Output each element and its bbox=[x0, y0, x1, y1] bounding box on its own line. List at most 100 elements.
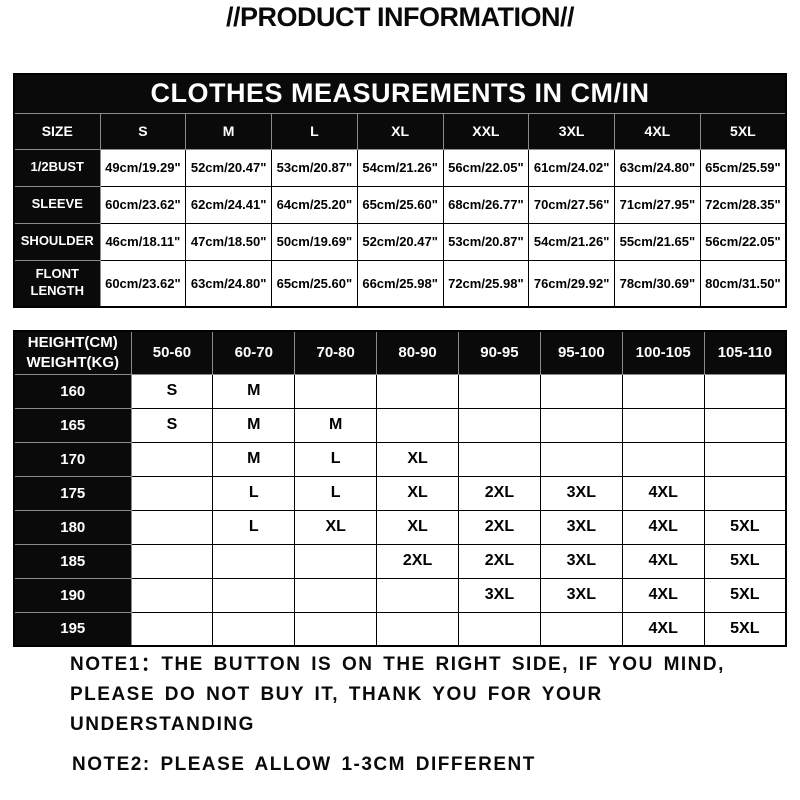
corner-header: HEIGHT(CM) WEIGHT(KG) bbox=[13, 330, 132, 375]
size-cell: 2XL bbox=[458, 509, 541, 545]
size-cell: L bbox=[294, 441, 378, 477]
size-cell: M bbox=[212, 373, 296, 409]
size-cell: 54cm/21.26" bbox=[528, 222, 615, 261]
column-header: 90-95 bbox=[458, 330, 541, 375]
size-cell: 50cm/19.69" bbox=[271, 222, 358, 261]
empty-cell bbox=[539, 373, 623, 409]
column-header: S bbox=[99, 112, 187, 150]
empty-cell bbox=[294, 611, 378, 647]
empty-cell bbox=[539, 407, 623, 443]
size-cell: 4XL bbox=[621, 543, 705, 579]
size-cell: 2XL bbox=[458, 543, 541, 579]
empty-cell bbox=[294, 543, 378, 579]
size-cell: L bbox=[212, 509, 296, 545]
empty-cell bbox=[212, 611, 296, 647]
size-cell: 63cm/24.80" bbox=[185, 259, 272, 308]
size-cell: 68cm/26.77" bbox=[442, 185, 530, 224]
row-header: SLEEVE bbox=[13, 185, 101, 224]
size-cell: 5XL bbox=[703, 577, 787, 613]
size-cell: M bbox=[212, 407, 296, 443]
size-cell: 3XL bbox=[539, 475, 623, 511]
size-cell: 2XL bbox=[376, 543, 459, 579]
size-cell: 71cm/27.95" bbox=[614, 185, 701, 224]
row-header: 185 bbox=[13, 543, 132, 579]
size-cell: 5XL bbox=[703, 543, 787, 579]
empty-cell bbox=[703, 441, 787, 477]
size-cell: 72cm/28.35" bbox=[699, 185, 787, 224]
size-cell: 52cm/20.47" bbox=[185, 148, 272, 187]
size-cell: 55cm/21.65" bbox=[614, 222, 701, 261]
size-cell: 78cm/30.69" bbox=[614, 259, 701, 308]
size-cell: 5XL bbox=[703, 509, 787, 545]
size-cell: M bbox=[212, 441, 296, 477]
size-cell: M bbox=[294, 407, 378, 443]
row-header: SHOULDER bbox=[13, 222, 101, 261]
empty-cell bbox=[130, 475, 214, 511]
column-header: XL bbox=[356, 112, 444, 150]
empty-cell bbox=[458, 611, 541, 647]
size-cell: 62cm/24.41" bbox=[185, 185, 272, 224]
empty-cell bbox=[703, 373, 787, 409]
size-cell: 5XL bbox=[703, 611, 787, 647]
empty-cell bbox=[621, 441, 705, 477]
empty-cell bbox=[703, 475, 787, 511]
height-weight-size-chart: HEIGHT(CM) WEIGHT(KG) 50-60 60-70 70-80 80-90… bbox=[13, 330, 787, 647]
table-row: 1/2BUST 49cm/19.29" 52cm/20.47" 53cm/20.87"… bbox=[13, 148, 787, 187]
table-row: 165 S M M bbox=[13, 407, 787, 443]
size-cell: 53cm/20.87" bbox=[271, 148, 358, 187]
size-cell: 46cm/18.11" bbox=[99, 222, 187, 261]
empty-cell bbox=[130, 611, 214, 647]
column-header: XXL bbox=[442, 112, 530, 150]
empty-cell bbox=[130, 441, 214, 477]
column-header: 80-90 bbox=[376, 330, 459, 375]
note2-text: NOTE2: PLEASE ALLOW 1-3CM DIFFERENT bbox=[72, 754, 536, 775]
size-cell: S bbox=[130, 373, 214, 409]
size-cell: 4XL bbox=[621, 509, 705, 545]
size-cell: 3XL bbox=[539, 509, 623, 545]
row-header: 175 bbox=[13, 475, 132, 511]
row-header: 190 bbox=[13, 577, 132, 613]
size-cell: L bbox=[212, 475, 296, 511]
table-row: SHOULDER 46cm/18.11" 47cm/18.50" 50cm/19.69… bbox=[13, 222, 787, 261]
table-row: 180 L XL XL 2XL 3XL 4XL 5XL bbox=[13, 509, 787, 545]
size-cell: 4XL bbox=[621, 475, 705, 511]
size-cell: 66cm/25.98" bbox=[356, 259, 444, 308]
table-title: CLOTHES MEASUREMENTS IN CM/IN bbox=[13, 73, 787, 114]
size-cell: 72cm/25.98" bbox=[442, 259, 530, 308]
note1-line2: PLEASE DO NOT BUY IT, THANK YOU FOR YOUR bbox=[70, 684, 603, 705]
column-header: 100-105 bbox=[621, 330, 705, 375]
size-cell: 53cm/20.87" bbox=[442, 222, 530, 261]
table-row: FLONT LENGTH 60cm/23.62" 63cm/24.80" 65cm/2… bbox=[13, 259, 787, 308]
empty-cell bbox=[539, 611, 623, 647]
table-row: 190 3XL 3XL 4XL 5XL bbox=[13, 577, 787, 613]
empty-cell bbox=[294, 577, 378, 613]
size-cell: S bbox=[130, 407, 214, 443]
table-row: 170 M L XL bbox=[13, 441, 787, 477]
clothes-measurements-table: CLOTHES MEASUREMENTS IN CM/IN SIZE S M L XL XX… bbox=[13, 73, 787, 308]
column-header: L bbox=[271, 112, 358, 150]
size-cell: 56cm/22.05" bbox=[699, 222, 787, 261]
size-cell: 54cm/21.26" bbox=[356, 148, 444, 187]
empty-cell bbox=[703, 407, 787, 443]
size-cell: 60cm/23.62" bbox=[99, 259, 187, 308]
empty-cell bbox=[130, 543, 214, 579]
row-header: 1/2BUST bbox=[13, 148, 101, 187]
empty-cell bbox=[376, 611, 459, 647]
size-cell: 52cm/20.47" bbox=[356, 222, 444, 261]
empty-cell bbox=[621, 373, 705, 409]
size-cell: L bbox=[294, 475, 378, 511]
empty-cell bbox=[130, 509, 214, 545]
note1-text: NOTE1：THE BUTTON IS ON THE RIGHT SIDE, I… bbox=[70, 650, 725, 740]
table-row: SLEEVE 60cm/23.62" 62cm/24.41" 64cm/25.20" 6… bbox=[13, 185, 787, 224]
empty-cell bbox=[376, 373, 459, 409]
size-cell: 4XL bbox=[621, 577, 705, 613]
empty-cell bbox=[458, 441, 541, 477]
size-cell: 4XL bbox=[621, 611, 705, 647]
table-row: 185 2XL 2XL 3XL 4XL 5XL bbox=[13, 543, 787, 579]
size-cell: XL bbox=[376, 441, 459, 477]
empty-cell bbox=[212, 577, 296, 613]
size-cell: 65cm/25.60" bbox=[271, 259, 358, 308]
size-cell: 60cm/23.62" bbox=[99, 185, 187, 224]
table-row: 195 4XL 5XL bbox=[13, 611, 787, 647]
column-header: 5XL bbox=[699, 112, 787, 150]
